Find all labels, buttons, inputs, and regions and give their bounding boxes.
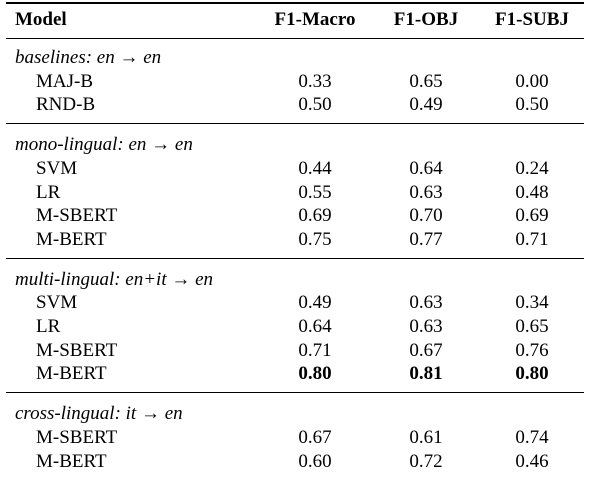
value-cell: 0.49 (409, 94, 443, 116)
model-cell: SVM (36, 292, 78, 314)
value-cell: 0.50 (298, 94, 332, 116)
value-cell: 0.61 (409, 426, 443, 448)
model-cell: M-SBERT (36, 339, 118, 361)
value-cell: 0.55 (298, 181, 332, 203)
rule (6, 257, 584, 259)
value-cell: 0.63 (409, 316, 443, 337)
header-cell: F1-OBJ (393, 9, 459, 30)
value-cell: 0.60 (298, 450, 332, 472)
header-cell: F1-SUBJ (495, 9, 569, 30)
value-cell: 0.64 (409, 157, 443, 179)
value-cell: 0.75 (298, 228, 332, 250)
model-cell: M-BERT (36, 228, 107, 250)
value-cell: 0.33 (298, 70, 332, 92)
value-cell: 0.48 (515, 181, 549, 203)
value-cell: 0.71 (298, 339, 332, 361)
value-cell: 0.24 (515, 157, 549, 179)
model-cell: RND-B (36, 94, 96, 116)
value-cell: 0.65 (409, 70, 443, 92)
value-cell: 0.46 (515, 450, 549, 472)
value-cell: 0.74 (515, 426, 549, 448)
group-title: multi-lingual: en+it → en (15, 268, 214, 290)
group-title: baselines: en → en (15, 47, 162, 68)
model-cell: LR (36, 316, 61, 337)
value-cell: 0.71 (515, 228, 549, 250)
value-cell: 0.76 (515, 339, 549, 361)
model-cell: M-BERT (36, 363, 107, 385)
value-cell: 0.49 (298, 292, 332, 314)
group-title: cross-lingual: it → en (15, 403, 183, 425)
value-cell: 0.67 (298, 426, 332, 448)
value-cell: 0.81 (409, 363, 443, 385)
value-cell: 0.63 (409, 181, 443, 203)
value-cell: 0.69 (298, 205, 332, 227)
model-cell: M-BERT (36, 450, 107, 472)
value-cell: 0.69 (515, 205, 549, 227)
rule (6, 2, 584, 4)
value-cell: 0.67 (409, 339, 443, 361)
value-cell: 0.44 (298, 157, 332, 179)
value-cell: 0.64 (298, 316, 332, 337)
value-cell: 0.70 (409, 205, 443, 227)
model-cell: SVM (36, 157, 78, 179)
rule (6, 392, 584, 394)
rule (6, 38, 584, 39)
value-cell: 0.63 (409, 292, 443, 314)
value-cell: 0.80 (515, 363, 549, 385)
value-cell: 0.34 (515, 292, 549, 314)
value-cell: 0.65 (515, 316, 549, 337)
model-cell: M-SBERT (36, 426, 118, 448)
value-cell: 0.72 (409, 450, 443, 472)
header-cell: F1-Macro (274, 9, 356, 30)
value-cell: 0.50 (515, 94, 549, 116)
group-title: mono-lingual: en → en (15, 134, 193, 156)
model-cell: M-SBERT (36, 205, 118, 227)
value-cell: 0.80 (298, 363, 332, 385)
rule (6, 123, 584, 125)
header-cell: Model (15, 9, 67, 30)
model-cell: MAJ-B (36, 70, 94, 92)
model-cell: LR (36, 181, 61, 203)
value-cell: 0.77 (409, 228, 443, 250)
value-cell: 0.00 (515, 70, 549, 92)
